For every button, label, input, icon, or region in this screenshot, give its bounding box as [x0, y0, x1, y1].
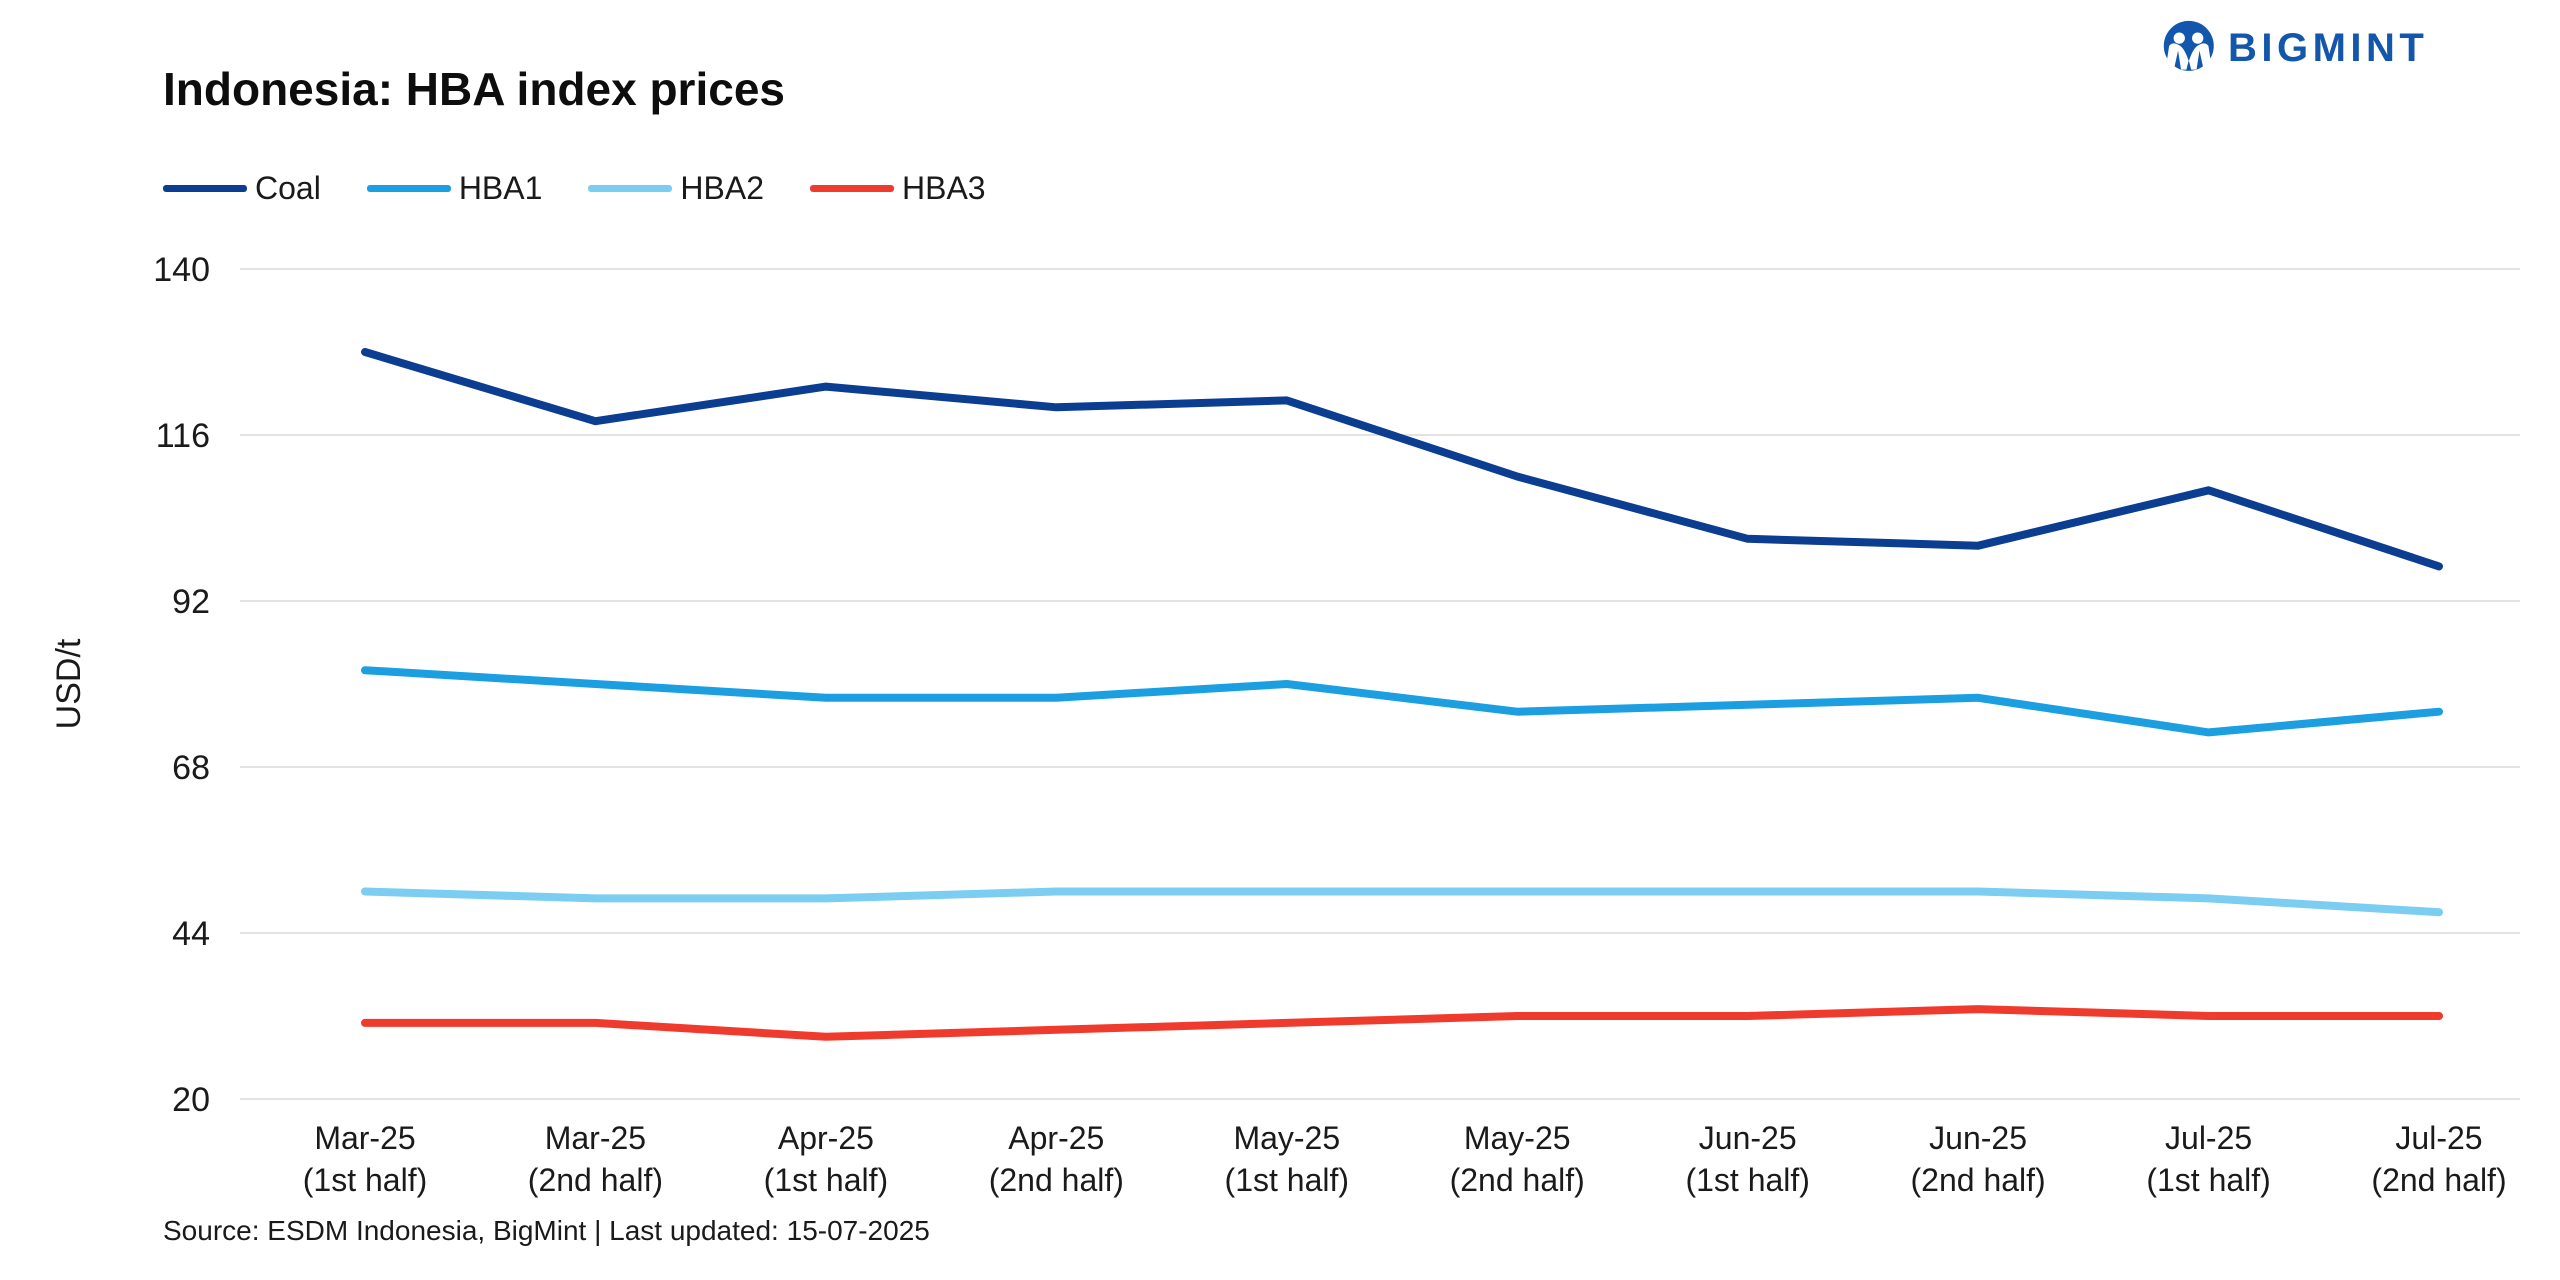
svg-text:(1st half): (1st half)	[2146, 1162, 2270, 1198]
svg-text:May-25: May-25	[1464, 1120, 1571, 1156]
svg-text:USD/t: USD/t	[50, 638, 88, 729]
svg-text:Apr-25: Apr-25	[1008, 1120, 1104, 1156]
svg-text:(2nd half): (2nd half)	[2371, 1162, 2506, 1198]
svg-text:Jul-25: Jul-25	[2395, 1120, 2482, 1156]
svg-text:(2nd half): (2nd half)	[989, 1162, 1124, 1198]
svg-text:92: 92	[172, 583, 210, 621]
svg-text:(2nd half): (2nd half)	[528, 1162, 663, 1198]
svg-text:(2nd half): (2nd half)	[1911, 1162, 2046, 1198]
svg-text:44: 44	[172, 915, 210, 953]
svg-text:Mar-25: Mar-25	[545, 1120, 646, 1156]
svg-text:Jun-25: Jun-25	[1929, 1120, 2027, 1156]
svg-text:(1st half): (1st half)	[1225, 1162, 1349, 1198]
svg-text:68: 68	[172, 749, 210, 787]
svg-text:Apr-25: Apr-25	[778, 1120, 874, 1156]
svg-text:Jul-25: Jul-25	[2165, 1120, 2252, 1156]
svg-text:(1st half): (1st half)	[1685, 1162, 1809, 1198]
svg-text:(1st half): (1st half)	[764, 1162, 888, 1198]
svg-text:May-25: May-25	[1233, 1120, 1340, 1156]
svg-text:140: 140	[153, 251, 210, 289]
svg-text:116: 116	[156, 417, 210, 455]
svg-text:(1st half): (1st half)	[303, 1162, 427, 1198]
svg-text:Mar-25: Mar-25	[314, 1120, 415, 1156]
svg-text:20: 20	[172, 1081, 210, 1119]
svg-text:(2nd half): (2nd half)	[1450, 1162, 1585, 1198]
svg-text:BIGMINT: BIGMINT	[2228, 26, 2428, 70]
svg-text:Jun-25: Jun-25	[1699, 1120, 1797, 1156]
